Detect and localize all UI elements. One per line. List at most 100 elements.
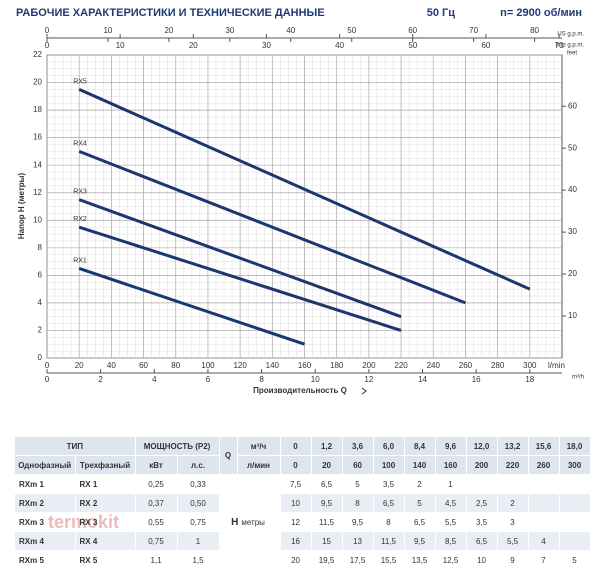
y-tick-label: 18 xyxy=(33,105,42,114)
y-tick-label: 2 xyxy=(38,326,43,335)
y-tick-label: 6 xyxy=(38,270,43,279)
cell: 1,1 xyxy=(135,550,178,570)
header: 100 xyxy=(373,455,405,475)
cell: 12 xyxy=(280,512,312,532)
header: 300 xyxy=(559,455,591,475)
x-tick-label: 40 xyxy=(107,361,116,370)
cell: 0,33 xyxy=(177,474,220,494)
title: РАБОЧИЕ ХАРАКТЕРИСТИКИ И ТЕХНИЧЕСКИЕ ДАН… xyxy=(16,7,325,19)
cell: RXm 1 xyxy=(15,474,76,494)
axis-tick-label: 8 xyxy=(259,375,264,384)
x-tick-label: 160 xyxy=(298,361,312,370)
axis-tick-label: 14 xyxy=(418,375,427,384)
curve xyxy=(78,267,305,346)
table-row: Однофазный Трехфазный кВт л.с. л/мин 0 20 60 100… xyxy=(15,455,591,475)
cell: 6,5 xyxy=(373,493,405,513)
x-unit: l/min xyxy=(548,361,565,370)
header: 1,2 xyxy=(311,437,343,456)
axis-tick-label: 0 xyxy=(45,375,50,384)
x-tick-label: 80 xyxy=(171,361,180,370)
header: 12,0 xyxy=(466,437,498,456)
y-tick-label: 10 xyxy=(33,215,42,224)
x-tick-label: 60 xyxy=(139,361,148,370)
header: Q xyxy=(219,437,238,475)
axis-label: US g.p.m. xyxy=(557,32,584,38)
y-tick-label: 14 xyxy=(33,160,42,169)
cell: 11,5 xyxy=(311,512,343,532)
header: л.с. xyxy=(177,455,220,475)
chart: РАБОЧИЕ ХАРАКТЕРИСТИКИ И ТЕХНИЧЕСКИЕ ДАН… xyxy=(16,7,584,395)
x-tick-label: 280 xyxy=(491,361,505,370)
y-tick-label: 12 xyxy=(33,188,42,197)
cell: 8,5 xyxy=(435,531,467,551)
cell xyxy=(528,493,560,513)
cell: 16 xyxy=(280,531,312,551)
h-text: H xyxy=(231,516,239,528)
axis-tick-label: 18 xyxy=(525,375,534,384)
cell xyxy=(559,512,591,532)
curve-label: RX3 xyxy=(73,188,87,195)
cell: 9,5 xyxy=(404,531,436,551)
curve xyxy=(78,198,402,319)
y-tick-label: 4 xyxy=(38,298,43,307)
cell: 1 xyxy=(435,474,467,494)
cell: 6,5 xyxy=(404,512,436,532)
cell: 9 xyxy=(497,550,529,570)
y-tick-label: 20 xyxy=(33,78,42,87)
cell: 0,50 xyxy=(177,493,220,513)
axis-tick-label: 10 xyxy=(103,26,112,35)
cell: RX 1 xyxy=(75,474,136,494)
x-tick-label: 180 xyxy=(330,361,344,370)
y2-tick-label: 60 xyxy=(568,101,577,110)
axis-tick-label: 70 xyxy=(555,41,564,50)
cell: 0,75 xyxy=(177,512,220,532)
header: 13,2 xyxy=(497,437,529,456)
axis-tick-label: 4 xyxy=(152,375,157,384)
cell: 9,5 xyxy=(342,512,374,532)
table-row: RXm 5 RX 5 1,1 1,5 20 19,5 17,5 15,5 13,5 12,5 10 9… xyxy=(15,550,591,570)
cell: 9,5 xyxy=(311,493,343,513)
axis-tick-label: 2 xyxy=(98,375,103,384)
cell: 4 xyxy=(528,531,560,551)
axis-tick-label: 30 xyxy=(225,26,234,35)
cell: 2 xyxy=(497,493,529,513)
cell: 1,5 xyxy=(177,550,220,570)
y-label: Напор H (метры) xyxy=(17,173,26,240)
x-tick-label: 240 xyxy=(427,361,441,370)
cell: 5 xyxy=(404,493,436,513)
y-tick-label: 16 xyxy=(33,133,42,142)
cell: 17,5 xyxy=(342,550,374,570)
x-tick-label: 200 xyxy=(362,361,376,370)
header: кВт xyxy=(135,455,178,475)
cell xyxy=(559,493,591,513)
header: 3,6 xyxy=(342,437,374,456)
y2-tick-label: 50 xyxy=(568,143,577,152)
axis-tick-label: 20 xyxy=(189,41,198,50)
header: 6,0 xyxy=(373,437,405,456)
arrow xyxy=(361,387,367,395)
axis-tick-label: 50 xyxy=(408,41,417,50)
cell: RXm 3 xyxy=(15,512,76,532)
cell: 8 xyxy=(342,493,374,513)
cell: 7,5 xyxy=(280,474,312,494)
cell: 5,5 xyxy=(497,531,529,551)
x-tick-label: 260 xyxy=(459,361,473,370)
cell: RX 5 xyxy=(75,550,136,570)
axis-tick-label: 20 xyxy=(164,26,173,35)
curve xyxy=(78,225,402,332)
curve-label: RX1 xyxy=(73,257,87,264)
x-tick-label: 100 xyxy=(201,361,215,370)
axis-tick-label: 0 xyxy=(45,26,50,35)
cell: RX 2 xyxy=(75,493,136,513)
cell: 5 xyxy=(342,474,374,494)
cell: 4,5 xyxy=(435,493,467,513)
x-tick-label: 20 xyxy=(75,361,84,370)
axis-tick-label: 30 xyxy=(262,41,271,50)
header: 20 xyxy=(311,455,343,475)
curve-label: RX2 xyxy=(73,216,87,223)
cell: 6,5 xyxy=(311,474,343,494)
x-tick-label: 120 xyxy=(233,361,247,370)
